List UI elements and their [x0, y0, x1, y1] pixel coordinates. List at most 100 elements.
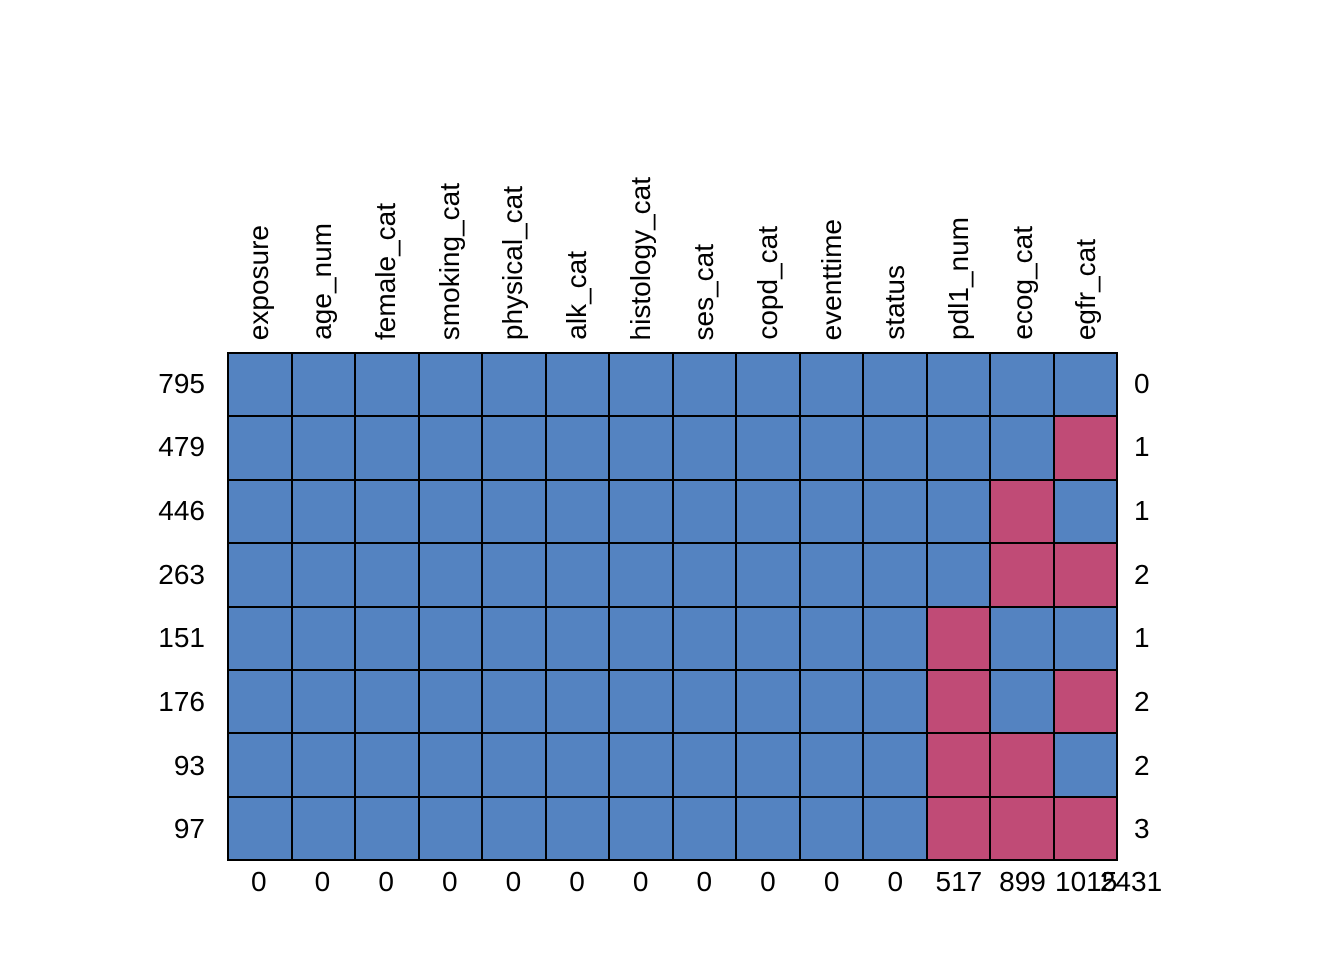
column-missing-count-label: 0: [696, 866, 713, 897]
observed-cell: [482, 416, 546, 480]
observed-cell: [863, 796, 927, 860]
column-label-ses_cat: ses_cat: [688, 243, 720, 341]
observed-cell: [545, 479, 609, 544]
observed-cell: [1053, 606, 1117, 670]
observed-cell: [736, 353, 800, 417]
observed-cell: [672, 669, 736, 734]
observed-cell: [228, 543, 292, 607]
row-missing-count-label: 2: [1134, 558, 1150, 590]
column-label-egfr_cat: egfr_cat: [1070, 238, 1102, 340]
missing-cell: [1053, 669, 1117, 734]
column-label-alk_cat: alk_cat: [561, 251, 593, 340]
observed-cell: [418, 796, 482, 860]
column-missing-count-label: 899: [999, 866, 1046, 897]
row-missing-count-label: 2: [1134, 685, 1150, 717]
observed-cell: [228, 669, 292, 734]
observed-cell: [482, 543, 546, 607]
column-label-age_num: age_num: [306, 223, 338, 340]
column-missing-count-label: 0: [823, 866, 840, 897]
row-count-label: 93: [173, 749, 205, 781]
column-label-status: status: [879, 265, 911, 340]
observed-cell: [228, 606, 292, 670]
total-missing-label: 2431: [1099, 866, 1163, 897]
column-label-pdl1_num: pdl1_num: [942, 217, 974, 340]
observed-cell: [863, 669, 927, 734]
row-count-label: 479: [158, 431, 205, 463]
observed-cell: [545, 733, 609, 797]
column-missing-count-label: 0: [632, 866, 649, 897]
observed-cell: [291, 669, 355, 734]
observed-cell: [926, 479, 990, 544]
missing-cell: [990, 733, 1054, 797]
missing-cell: [926, 796, 990, 860]
observed-cell: [736, 479, 800, 544]
observed-cell: [990, 669, 1054, 734]
observed-cell: [672, 543, 736, 607]
observed-cell: [418, 416, 482, 480]
missing-cell: [990, 543, 1054, 607]
row-missing-count-label: 0: [1134, 367, 1150, 399]
observed-cell: [291, 543, 355, 607]
observed-cell: [482, 669, 546, 734]
column-label-ecog_cat: ecog_cat: [1006, 226, 1038, 340]
observed-cell: [990, 606, 1054, 670]
observed-cell: [228, 479, 292, 544]
missing-cell: [926, 669, 990, 734]
observed-cell: [545, 606, 609, 670]
observed-cell: [799, 416, 863, 480]
missing-cell: [990, 796, 1054, 860]
observed-cell: [799, 669, 863, 734]
row-missing-count-label: 1: [1134, 622, 1150, 654]
observed-cell: [736, 796, 800, 860]
observed-cell: [609, 606, 673, 670]
observed-cell: [291, 796, 355, 860]
pattern-grid: [227, 352, 1118, 861]
observed-cell: [609, 543, 673, 607]
column-label-female_cat: female_cat: [370, 203, 402, 340]
observed-cell: [736, 669, 800, 734]
observed-cell: [609, 479, 673, 544]
row-missing-count-label: 2: [1134, 749, 1150, 781]
observed-cell: [1053, 353, 1117, 417]
missing-cell: [1053, 543, 1117, 607]
observed-cell: [355, 733, 419, 797]
observed-cell: [228, 733, 292, 797]
observed-cell: [1053, 733, 1117, 797]
observed-cell: [291, 606, 355, 670]
column-missing-count-label: 0: [569, 866, 585, 897]
observed-cell: [609, 416, 673, 480]
observed-cell: [799, 479, 863, 544]
observed-cell: [672, 733, 736, 797]
observed-cell: [609, 353, 673, 417]
column-label-copd_cat: copd_cat: [751, 226, 783, 340]
column-label-histology_cat: histology_cat: [624, 176, 656, 340]
missing-cell: [926, 733, 990, 797]
observed-cell: [799, 543, 863, 607]
observed-cell: [736, 416, 800, 480]
observed-cell: [355, 669, 419, 734]
observed-cell: [672, 353, 736, 417]
observed-cell: [418, 353, 482, 417]
observed-cell: [926, 353, 990, 417]
row-count-label: 97: [173, 813, 205, 845]
observed-cell: [291, 353, 355, 417]
observed-cell: [926, 543, 990, 607]
observed-cell: [418, 479, 482, 544]
observed-cell: [863, 416, 927, 480]
observed-cell: [863, 543, 927, 607]
observed-cell: [799, 733, 863, 797]
observed-cell: [355, 416, 419, 480]
observed-cell: [545, 543, 609, 607]
row-missing-count-label: 1: [1134, 495, 1150, 527]
observed-cell: [799, 606, 863, 670]
column-missing-count-label: 0: [378, 866, 394, 897]
observed-cell: [863, 479, 927, 544]
column-missing-count-label: 0: [314, 866, 331, 897]
observed-cell: [482, 796, 546, 860]
observed-cell: [863, 353, 927, 417]
observed-cell: [355, 543, 419, 607]
row-missing-count-label: 1: [1134, 431, 1150, 463]
observed-cell: [799, 796, 863, 860]
column-label-smoking_cat: smoking_cat: [433, 182, 465, 340]
